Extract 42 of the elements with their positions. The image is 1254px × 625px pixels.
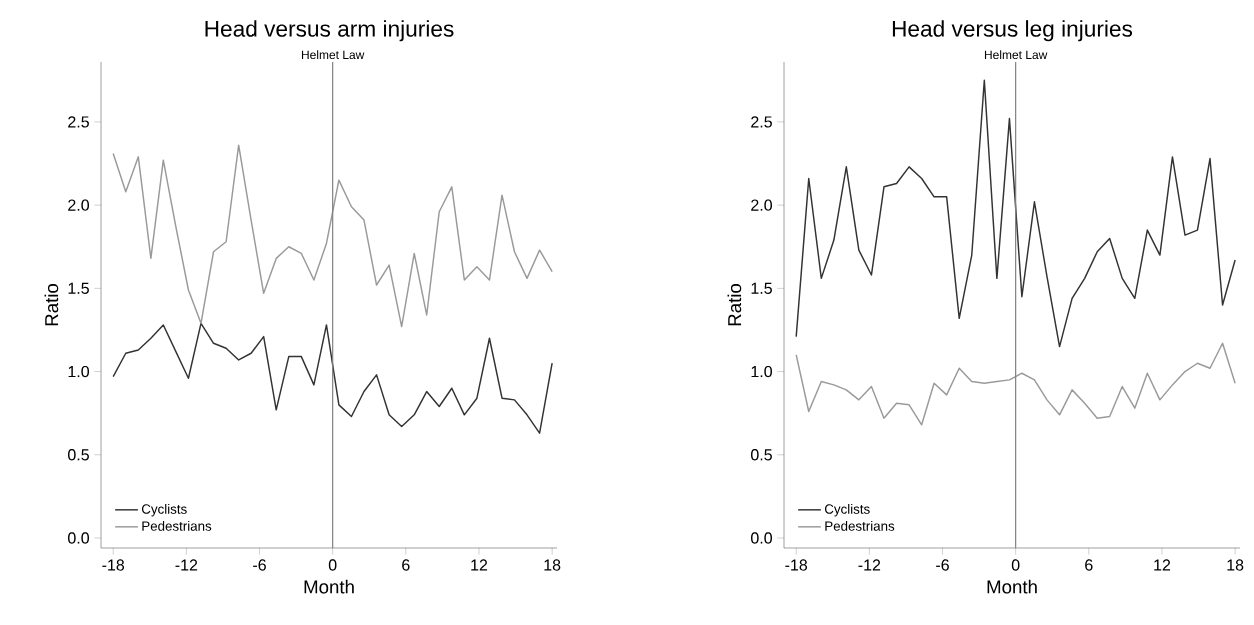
y-axis-title: Ratio — [44, 283, 59, 326]
y-tick-label: 0.5 — [68, 449, 89, 461]
x-tick-label: 0 — [328, 559, 337, 571]
y-tick-label: 0.0 — [751, 532, 773, 544]
y-tick-label: 1.5 — [751, 282, 772, 294]
line-series — [795, 79, 1236, 348]
x-tick-label: -6 — [936, 559, 949, 571]
x-tick-label: -12 — [175, 559, 198, 571]
x-axis-title: Month — [987, 579, 1037, 594]
y-axis-title: Ratio — [727, 283, 742, 326]
legend-label: Pedestrians — [142, 521, 212, 531]
x-tick-label: 0 — [1011, 559, 1020, 571]
x-tick-label: 18 — [1227, 559, 1244, 571]
chart-title: Head versus arm injuries — [205, 20, 454, 42]
chart-title: Head versus leg injuries — [892, 20, 1133, 42]
legend-label: Pedestrians — [825, 521, 895, 531]
legend-label: Cyclists — [141, 504, 187, 517]
y-tick-label: 1.5 — [68, 282, 89, 294]
x-tick-label: 6 — [1085, 559, 1093, 571]
y-tick-label: 0.5 — [751, 449, 772, 461]
x-tick-label: 12 — [471, 559, 488, 571]
y-tick-label: 1.0 — [751, 365, 773, 378]
y-tick-label: 0.0 — [68, 532, 90, 544]
line-series — [112, 144, 553, 328]
x-tick-label: 12 — [1154, 559, 1171, 571]
x-tick-label: -12 — [858, 559, 881, 571]
x-axis-title: Month — [304, 579, 354, 594]
x-tick-label: -6 — [253, 559, 266, 571]
line-series — [795, 342, 1236, 426]
x-tick-label: 6 — [402, 559, 410, 571]
y-tick-label: 2.0 — [68, 199, 90, 211]
x-tick-label: -18 — [102, 559, 125, 571]
y-tick-label: 2.5 — [68, 116, 89, 128]
y-tick-label: 1.0 — [68, 365, 90, 378]
y-tick-label: 2.5 — [751, 116, 772, 128]
line-series — [112, 322, 553, 434]
x-tick-label: -18 — [785, 559, 808, 571]
ref-line-label: Helmet Law — [984, 50, 1048, 60]
x-tick-label: 18 — [544, 559, 561, 571]
ref-line-label: Helmet Law — [301, 50, 365, 60]
legend-label: Cyclists — [824, 504, 870, 517]
y-tick-label: 2.0 — [751, 199, 773, 211]
